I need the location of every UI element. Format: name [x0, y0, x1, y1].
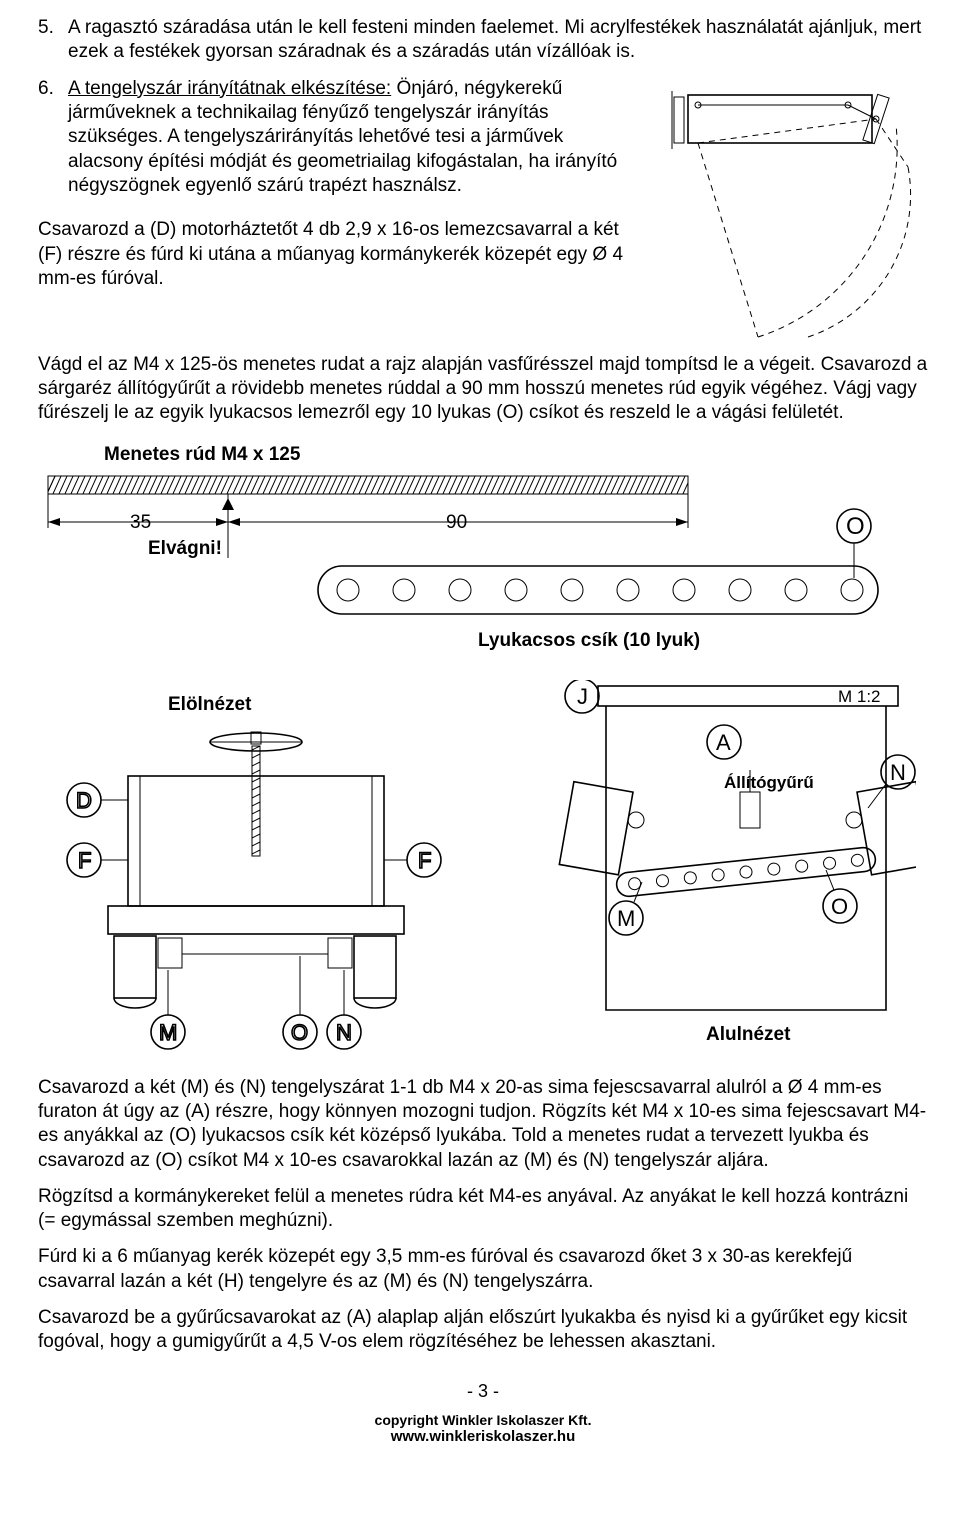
callout-F-left: F [78, 848, 91, 873]
para-rod-instructions: Vágd el az M4 x 125-ös menetes rudat a r… [38, 353, 928, 426]
ring-label: Állítógyűrű [724, 773, 814, 792]
callout-J: J [577, 684, 588, 709]
website: www.winkleriskolaszer.hu [38, 1428, 928, 1445]
para5: Rögzítsd a kormánykereket felül a menete… [38, 1185, 928, 1234]
rod-title: Menetes rúd M4 x 125 [104, 444, 928, 466]
views-row: Elölnézet [38, 680, 928, 1060]
callout-O: O [846, 513, 865, 540]
step-5-text: A ragasztó száradása után le kell festen… [68, 16, 928, 65]
bottom-view: J M 1:2 A Állítógyűrű [486, 680, 928, 1060]
threaded-rod-figure: Menetes rúd M4 x 125 35 90 [38, 444, 928, 658]
front-view: Elölnézet [38, 680, 468, 1050]
page-number: - 3 - [38, 1381, 928, 1402]
step-6-text: A tengelyszár irányítátnak elkészítése: … [68, 77, 640, 199]
callout-M-bottom: M [617, 906, 635, 931]
slab-label: Lyukacsos csík (10 lyuk) [478, 630, 700, 651]
dim-90: 90 [446, 512, 467, 533]
callout-D: D [76, 788, 92, 813]
step-6-number: 6. [38, 77, 60, 199]
step-5: 5. A ragasztó száradása után le kell fes… [38, 16, 928, 65]
copyright: copyright Winkler Iskolaszer Kft. [38, 1412, 928, 1428]
callout-A: A [716, 730, 731, 755]
front-title: Elölnézet [168, 694, 252, 715]
callout-M: M [159, 1020, 177, 1045]
callout-O-front: O [291, 1020, 308, 1045]
step-6: 6. A tengelyszár irányítátnak elkészítés… [38, 77, 640, 199]
cut-label: Elvágni! [148, 538, 222, 559]
para4: Csavarozd a két (M) és (N) tengelyszárat… [38, 1076, 928, 1173]
step-6-lead: A tengelyszár irányítátnak elkészítése: [68, 78, 391, 99]
para-screws: Csavarozd a (D) motorháztetőt 4 db 2,9 x… [38, 218, 640, 291]
scale-label: M 1:2 [838, 687, 881, 706]
callout-F-right: F [418, 848, 431, 873]
steering-geometry-figure [658, 77, 928, 347]
step-5-number: 5. [38, 16, 60, 65]
callout-N-bottom: N [890, 760, 906, 785]
callout-O-bottom: O [831, 894, 848, 919]
bottom-title: Alulnézet [706, 1024, 791, 1045]
dim-35: 35 [130, 512, 151, 533]
para6: Fúrd ki a 6 műanyag kerék közepét egy 3,… [38, 1245, 928, 1294]
callout-N-front: N [336, 1020, 352, 1045]
para7: Csavarozd be a gyűrűcsavarokat az (A) al… [38, 1306, 928, 1355]
page-footer: - 3 - copyright Winkler Iskolaszer Kft. … [38, 1381, 928, 1445]
step-6-block: 6. A tengelyszár irányítátnak elkészítés… [38, 77, 928, 347]
